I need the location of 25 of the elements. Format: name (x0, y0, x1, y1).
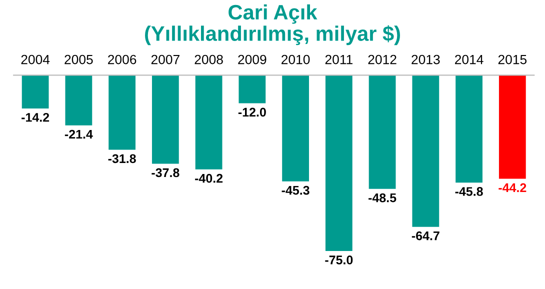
x-tick-label: 2011 (325, 54, 352, 64)
chart-title: Cari Açık (Yıllıklandırılmış, milyar $) (145, 4, 400, 46)
data-label: -44.2 (498, 183, 526, 192)
x-tick-label: 2014 (455, 54, 484, 64)
data-label: -40.2 (195, 174, 223, 183)
data-label: -12.0 (238, 108, 266, 117)
data-label: -14.2 (22, 112, 50, 122)
x-tick-label: 2013 (412, 54, 440, 64)
x-tick-label: 2005 (64, 54, 93, 64)
data-label: -45.8 (455, 187, 483, 196)
x-tick-label: 2010 (282, 54, 310, 64)
x-tick-label: 2004 (21, 54, 50, 64)
x-tick-label: 2007 (151, 54, 180, 64)
x-tick-label: 2015 (498, 54, 527, 64)
data-label: -45.3 (282, 186, 310, 195)
data-label: -31.8 (108, 154, 136, 164)
data-label: -64.7 (412, 231, 440, 240)
data-label: -75.0 (325, 256, 353, 264)
x-tick-label: 2006 (108, 54, 136, 64)
data-label: -21.4 (64, 130, 93, 139)
data-label: -48.5 (368, 193, 396, 202)
data-label: -37.8 (152, 168, 180, 178)
x-tick-label: 2012 (368, 54, 396, 64)
x-tick-label: 2008 (194, 54, 223, 64)
x-tick-label: 2009 (238, 54, 266, 64)
